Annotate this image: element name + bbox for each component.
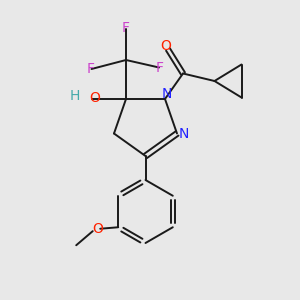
Text: H: H: [70, 89, 80, 103]
Text: F: F: [156, 61, 164, 74]
Text: N: N: [178, 127, 189, 140]
Text: N: N: [161, 87, 172, 100]
Text: F: F: [87, 62, 95, 76]
Text: O: O: [160, 39, 171, 53]
Text: F: F: [122, 22, 130, 35]
Text: O: O: [92, 222, 103, 236]
Text: O: O: [90, 91, 101, 104]
